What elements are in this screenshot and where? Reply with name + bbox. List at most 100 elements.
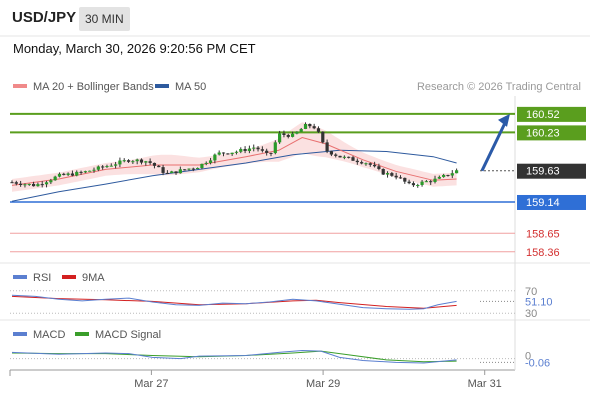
candle-body — [126, 160, 131, 162]
x-axis: Mar 27 Mar 29 Mar 31 — [9, 370, 502, 390]
candle-body — [44, 182, 49, 185]
candle-body — [66, 173, 70, 175]
candle-body — [446, 174, 450, 176]
candle-body — [217, 152, 221, 155]
rsi-tick-label: 30 — [525, 308, 537, 320]
support-label-box — [517, 194, 586, 210]
arrow-head — [498, 113, 510, 127]
candle-body — [183, 169, 187, 171]
candle-body — [221, 152, 226, 154]
resistance-label-box — [517, 125, 586, 141]
target-label: 158.36 — [526, 247, 560, 259]
candle-body — [368, 163, 372, 165]
candle-body — [196, 167, 200, 169]
candle-body — [325, 142, 329, 152]
candle-body — [57, 173, 62, 177]
candle-body — [377, 166, 381, 169]
candle-body — [450, 173, 454, 176]
legend-macd-swatch — [13, 332, 27, 336]
rsi-last-label: 51.10 — [525, 296, 553, 308]
candle-body — [135, 159, 139, 162]
macd-last-label: -0.06 — [525, 357, 550, 369]
candle-body — [200, 163, 204, 168]
level-labels: 160.52 160.23 159.14 158.65 158.36 159.63 — [517, 106, 586, 259]
candle-body — [256, 147, 260, 150]
candle-body — [308, 123, 312, 127]
legend-macd-signal-swatch — [75, 332, 89, 336]
candle-body — [437, 176, 441, 179]
candle-body — [347, 156, 351, 158]
credit-label: Research © 2026 Trading Central — [417, 81, 581, 93]
candle-body — [105, 166, 109, 168]
candle-body — [265, 150, 269, 153]
bollinger-band-area — [12, 122, 457, 192]
candle-body — [247, 148, 252, 151]
candle-body — [312, 126, 316, 129]
candle-body — [161, 167, 165, 173]
candle-body — [295, 131, 299, 134]
macd-signal-line — [11, 350, 457, 363]
candle-body — [208, 160, 213, 163]
candle-body — [420, 181, 424, 186]
x-tick-label: Mar 31 — [468, 378, 502, 390]
macd-tick-label: 0 — [525, 351, 531, 363]
candle-body — [433, 178, 437, 183]
legend-ma50-swatch — [155, 84, 169, 88]
candle-body — [144, 161, 148, 163]
candle-body — [79, 171, 83, 173]
candle-body — [36, 184, 40, 187]
x-tick-label: Mar 29 — [306, 378, 340, 390]
candle-body — [170, 171, 174, 174]
candle-body — [234, 151, 239, 153]
candle-body — [109, 165, 113, 167]
candle-body — [131, 161, 135, 163]
candle-body — [178, 169, 182, 174]
rsi-tick-label: 70 — [525, 286, 537, 298]
target-label: 158.65 — [526, 228, 560, 240]
candle-body — [403, 177, 407, 182]
candle-body — [118, 160, 122, 165]
price-levels — [10, 112, 515, 253]
moving-averages — [11, 136, 457, 202]
candle-body — [355, 160, 359, 163]
candle-body — [53, 176, 57, 181]
legend-macd-signal-label: MACD Signal — [95, 329, 161, 341]
legend-rsi-swatch — [13, 275, 27, 279]
candle-body — [27, 183, 31, 185]
candle-body — [88, 170, 92, 172]
candle-body — [429, 181, 433, 183]
rsi-line — [11, 294, 457, 310]
target-arrow — [480, 113, 510, 172]
candle-body — [62, 173, 66, 175]
candle-body — [101, 166, 105, 168]
candle-body — [416, 185, 420, 187]
candle-body — [424, 181, 428, 183]
candle-body — [165, 172, 169, 174]
candle-body — [321, 131, 325, 143]
candle-body — [49, 180, 53, 183]
legend-rsi-label: RSI — [33, 272, 51, 284]
header: USD/JPY 30 MIN — [0, 0, 590, 36]
candle-body — [260, 149, 264, 151]
timeframe-badge[interactable]: 30 MIN — [79, 7, 130, 31]
candle-body — [83, 171, 87, 173]
macd-line — [11, 349, 457, 364]
resistance-label: 160.52 — [526, 109, 560, 121]
candle-body — [157, 165, 161, 168]
candle-body — [269, 152, 273, 154]
candle-body — [286, 134, 290, 137]
candle-body — [372, 164, 377, 167]
candle-body — [152, 162, 157, 166]
candle-body — [75, 171, 79, 176]
bollinger-bands — [12, 122, 457, 192]
candle-body — [204, 162, 208, 164]
candle-body — [92, 169, 96, 171]
legend-9ma-label: 9MA — [82, 272, 105, 284]
candle-body — [96, 166, 100, 170]
candle-body — [290, 133, 295, 137]
candle-body — [398, 177, 403, 179]
candle-body — [394, 175, 398, 178]
candle-body — [191, 168, 195, 170]
candle-body — [230, 152, 234, 155]
